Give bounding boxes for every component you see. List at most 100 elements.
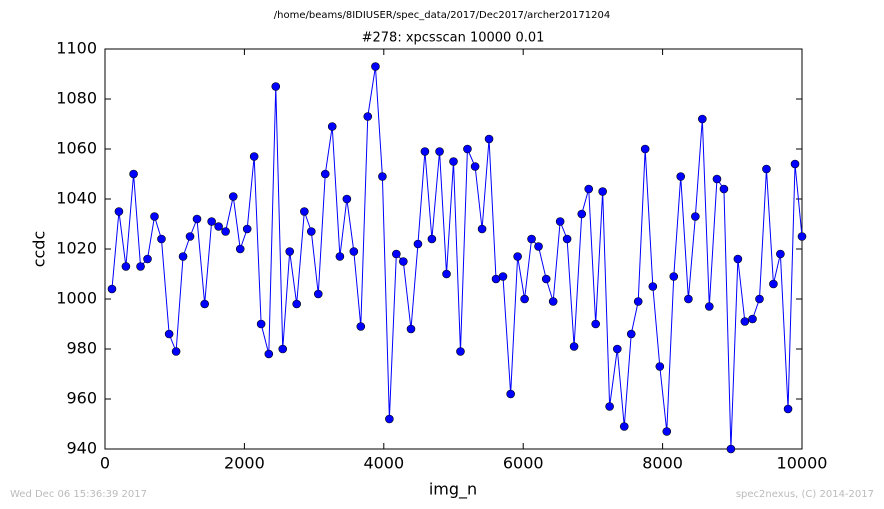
data-point — [292, 299, 301, 309]
data-point — [392, 249, 401, 259]
y-axis-label: ccdc — [30, 231, 49, 268]
data-point — [171, 347, 181, 356]
data-point — [307, 227, 316, 236]
data-point — [591, 319, 600, 329]
data-point — [178, 252, 188, 261]
data-point — [385, 414, 394, 424]
data-point — [691, 212, 700, 221]
data-point — [548, 297, 558, 306]
x-tick-label: 10000 — [777, 454, 828, 473]
data-point — [235, 244, 245, 254]
data-point — [371, 62, 380, 71]
data-point — [676, 172, 686, 181]
y-tick-label: 1040 — [56, 189, 97, 208]
data-point — [584, 184, 594, 194]
data-point — [790, 159, 800, 169]
data-point — [684, 294, 693, 304]
data-point — [278, 344, 288, 354]
data-point — [470, 162, 480, 171]
data-point — [399, 257, 408, 266]
data-point — [605, 402, 614, 411]
data-point — [506, 389, 515, 399]
data-point — [534, 242, 543, 251]
data-point — [733, 254, 743, 264]
data-point — [748, 314, 757, 324]
data-point — [797, 232, 807, 241]
data-point — [612, 344, 622, 354]
y-tick-label: 960 — [66, 389, 97, 408]
data-point — [335, 252, 345, 261]
data-point — [562, 234, 572, 244]
data-point — [121, 262, 131, 271]
data-point — [776, 249, 785, 259]
y-tick-label: 1000 — [56, 289, 97, 308]
data-point — [640, 144, 650, 154]
y-tick-label: 1060 — [56, 139, 97, 158]
data-point — [406, 324, 416, 334]
data-point — [207, 217, 216, 226]
data-point — [498, 272, 508, 281]
data-point — [300, 207, 309, 216]
data-point — [157, 234, 166, 244]
data-point — [719, 184, 729, 194]
data-point — [456, 347, 465, 356]
data-point — [477, 224, 487, 234]
data-point — [527, 234, 536, 244]
data-point — [143, 254, 152, 264]
data-point — [349, 247, 359, 256]
data-point — [228, 192, 238, 201]
y-tick-label: 940 — [66, 439, 97, 458]
data-point — [285, 247, 295, 256]
data-point — [712, 174, 722, 184]
data-point — [569, 342, 579, 351]
suptitle: /home/beams/8IDIUSER/spec_data/2017/Dec2… — [274, 10, 610, 21]
data-point — [242, 224, 252, 234]
data-point — [577, 209, 587, 219]
data-point — [221, 227, 230, 236]
x-tick-label: 0 — [100, 454, 110, 473]
data-point — [114, 207, 124, 216]
data-point — [342, 194, 352, 204]
data-point — [378, 172, 387, 181]
data-point — [449, 157, 458, 166]
x-tick-label: 2000 — [224, 454, 265, 473]
data-point — [129, 169, 138, 179]
data-point — [669, 272, 679, 281]
data-point — [598, 187, 607, 196]
data-point — [150, 212, 159, 221]
data-point — [249, 152, 259, 161]
data-point — [655, 362, 665, 371]
data-point — [435, 147, 444, 156]
data-point — [427, 234, 437, 244]
data-point — [783, 404, 793, 414]
data-point — [363, 112, 373, 121]
x-tick-label: 6000 — [503, 454, 544, 473]
data-point — [762, 164, 771, 174]
data-point — [107, 284, 117, 294]
data-point — [726, 444, 736, 454]
data-point — [520, 294, 529, 304]
footer-right: spec2nexus, (C) 2014-2017 — [736, 489, 874, 500]
data-point — [185, 232, 195, 241]
data-point — [164, 329, 174, 339]
x-tick-label: 8000 — [642, 454, 683, 473]
data-point — [192, 214, 202, 224]
data-point — [555, 217, 565, 226]
y-tick-label: 1100 — [56, 39, 97, 58]
chart-title: #278: xpcsscan 10000 0.01 — [362, 31, 545, 46]
data-point — [413, 239, 423, 249]
data-point — [313, 289, 323, 299]
data-point — [214, 222, 223, 231]
y-tick-label: 1020 — [56, 239, 97, 258]
data-point — [200, 299, 209, 309]
data-point — [704, 302, 714, 311]
data-point — [626, 329, 636, 339]
data-point — [698, 114, 707, 124]
data-point — [463, 144, 472, 154]
data-point — [541, 274, 551, 284]
data-point — [513, 252, 522, 261]
data-point — [633, 297, 643, 306]
data-point — [442, 269, 451, 279]
data-point — [356, 322, 366, 331]
